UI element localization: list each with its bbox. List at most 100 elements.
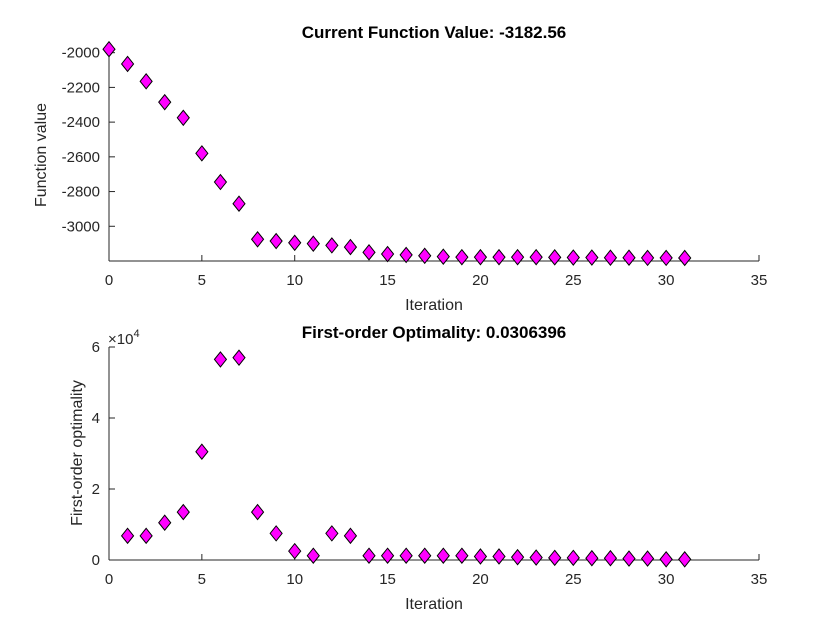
data-point-marker — [343, 238, 358, 256]
y-axis-label: Function value — [33, 103, 50, 207]
data-point-marker — [678, 249, 692, 267]
y-tick-label: 4 — [92, 410, 100, 427]
data-point-marker — [102, 40, 116, 58]
data-point-marker — [529, 549, 543, 566]
data-point-marker — [585, 549, 599, 567]
subplot-first-order-optimality: First-order Optimality: 0.0306396 Iterat… — [69, 323, 767, 613]
data-point-marker — [566, 249, 580, 266]
data-point-marker — [399, 246, 413, 264]
data-point-marker — [492, 248, 506, 266]
data-point-marker — [288, 542, 302, 560]
data-point-marker — [418, 247, 432, 265]
x-tick-label: 10 — [286, 272, 303, 289]
subplot-function-value: Current Function Value: -3182.56 Iterati… — [33, 23, 767, 314]
data-point-marker — [510, 248, 525, 266]
exponent-power: 4 — [133, 328, 139, 340]
data-point-marker — [269, 525, 283, 542]
data-point-marker — [455, 248, 469, 266]
data-point-marker — [158, 514, 172, 532]
data-point-marker — [603, 249, 618, 267]
x-axis-label: Iteration — [405, 297, 463, 314]
ticks-group: 0 5 10 15 20 25 30 35 -3000 -2800 -2600 -2400 -2200 -… — [62, 44, 768, 289]
x-tick-label: 5 — [198, 571, 206, 588]
data-point-marker — [548, 249, 562, 266]
data-point-marker — [306, 547, 320, 565]
data-point-marker — [640, 550, 655, 567]
chart-title: Current Function Value: -3182.56 — [302, 23, 567, 42]
data-point-marker — [380, 547, 395, 565]
y-tick-label: -2600 — [62, 149, 100, 166]
data-point-marker — [436, 547, 450, 565]
markers-group — [120, 349, 692, 568]
data-point-marker — [418, 547, 432, 565]
markers-group — [102, 40, 692, 267]
data-point-marker — [288, 234, 302, 252]
data-point-marker — [510, 548, 525, 566]
data-point-marker — [306, 235, 320, 252]
data-point-marker — [640, 249, 655, 267]
data-point-marker — [195, 145, 209, 162]
data-point-marker — [120, 55, 135, 73]
y-tick-label: 2 — [92, 481, 100, 498]
y-tick-label: -2000 — [62, 45, 100, 62]
y-tick-label: 6 — [92, 339, 100, 356]
data-point-marker — [176, 503, 190, 521]
data-point-marker — [473, 548, 488, 565]
data-point-marker — [232, 349, 246, 366]
data-point-marker — [232, 195, 246, 213]
data-point-marker — [436, 248, 450, 265]
data-point-marker — [250, 503, 265, 521]
x-tick-label: 5 — [198, 272, 206, 289]
data-point-marker — [325, 525, 339, 542]
data-point-marker — [455, 547, 469, 565]
data-point-marker — [678, 550, 692, 568]
data-point-marker — [195, 443, 209, 461]
data-point-marker — [343, 527, 358, 545]
data-point-marker — [566, 549, 580, 567]
data-point-marker — [139, 73, 153, 90]
x-tick-label: 0 — [105, 571, 113, 588]
data-point-marker — [585, 249, 599, 266]
data-point-marker — [399, 547, 413, 565]
data-point-marker — [325, 237, 339, 254]
x-tick-label: 20 — [472, 272, 489, 289]
x-tick-label: 30 — [658, 272, 675, 289]
x-tick-label: 10 — [286, 571, 303, 588]
data-point-marker — [213, 351, 228, 368]
data-point-marker — [139, 527, 153, 545]
x-tick-label: 35 — [751, 571, 768, 588]
y-axis-exponent: ×104 — [108, 328, 140, 348]
data-point-marker — [176, 109, 190, 127]
x-tick-label: 25 — [565, 272, 582, 289]
y-tick-label: -2400 — [62, 114, 100, 131]
data-point-marker — [213, 173, 228, 191]
ticks-group: 0 5 10 15 20 25 30 35 0 2 4 6 — [92, 339, 768, 588]
data-point-marker — [492, 548, 506, 565]
y-axis-label: First-order optimality — [69, 380, 86, 526]
chart-title: First-order Optimality: 0.0306396 — [302, 323, 567, 342]
data-point-marker — [250, 230, 265, 248]
x-tick-label: 15 — [379, 571, 396, 588]
x-axis-label: Iteration — [405, 596, 463, 613]
data-point-marker — [529, 248, 543, 266]
x-tick-label: 15 — [379, 272, 396, 289]
data-point-marker — [362, 547, 376, 565]
data-point-marker — [622, 550, 636, 567]
data-point-marker — [659, 550, 673, 568]
y-tick-label: -2800 — [62, 184, 100, 201]
y-tick-label: -2200 — [62, 79, 100, 96]
data-point-marker — [380, 245, 395, 263]
data-point-marker — [269, 232, 283, 250]
x-tick-label: 25 — [565, 571, 582, 588]
data-point-marker — [473, 248, 488, 266]
x-tick-label: 30 — [658, 571, 675, 588]
data-point-marker — [158, 93, 172, 111]
x-tick-label: 20 — [472, 571, 489, 588]
x-tick-label: 35 — [751, 272, 768, 289]
y-tick-label: 0 — [92, 552, 100, 569]
data-point-marker — [622, 249, 636, 267]
data-point-marker — [362, 244, 376, 261]
x-tick-label: 0 — [105, 272, 113, 289]
data-point-marker — [548, 549, 562, 567]
